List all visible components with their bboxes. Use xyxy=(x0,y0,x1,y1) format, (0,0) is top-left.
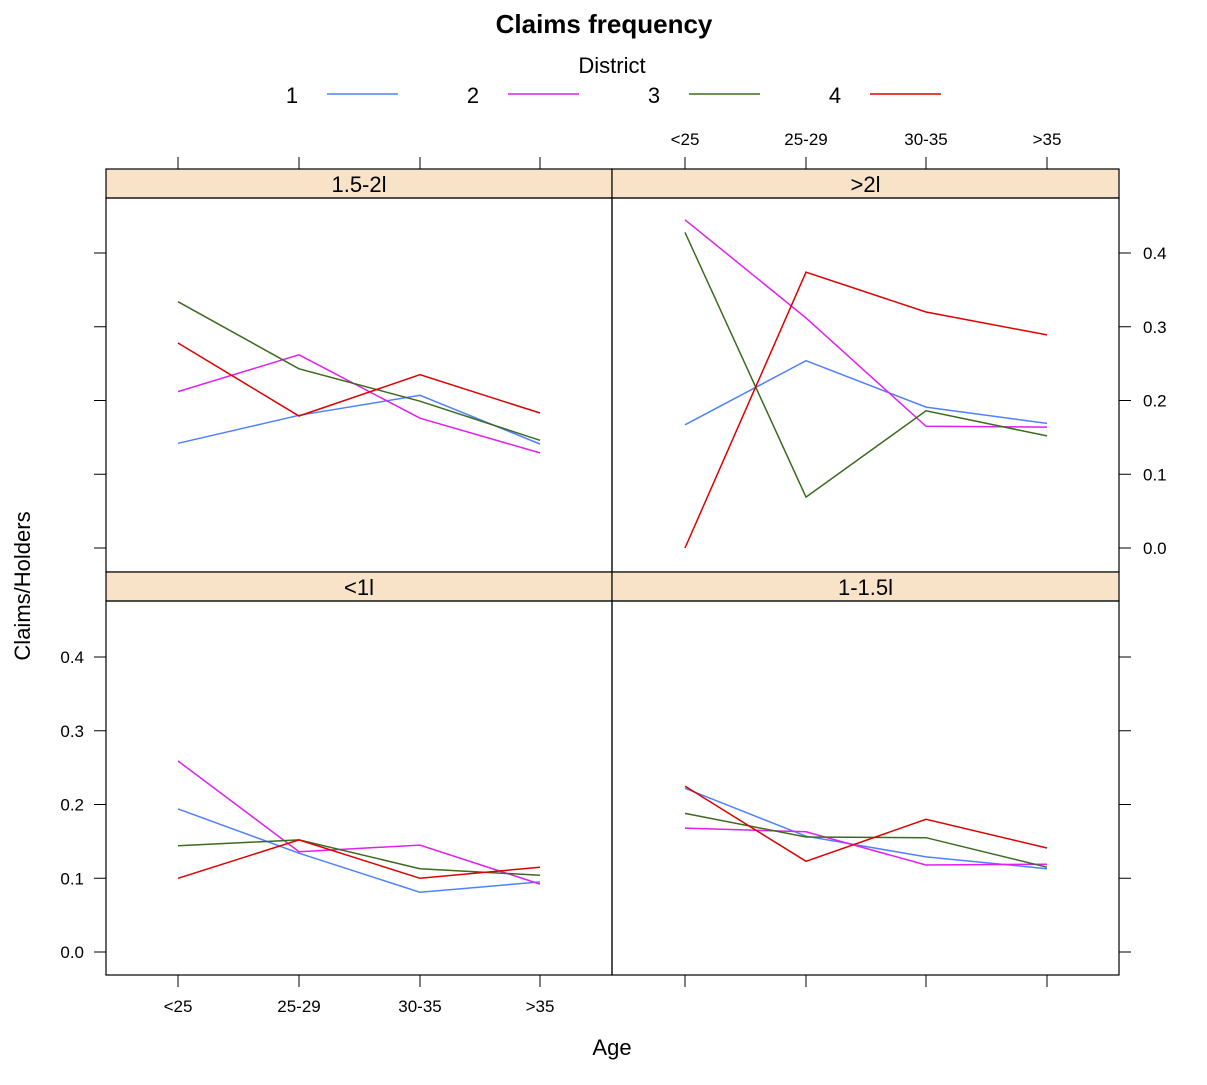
x-tick-label: 25-29 xyxy=(784,130,827,149)
series-line-district-2 xyxy=(684,219,1048,428)
y-tick-label: 0.0 xyxy=(60,943,84,962)
x-tick-label: 30-35 xyxy=(904,130,947,149)
panel-1-1.5l: 1-1.5l xyxy=(611,571,1131,987)
y-tick-label: 0.4 xyxy=(1143,244,1167,263)
series-line-district-1 xyxy=(177,808,541,894)
panels: 1.5-2l >2l <25 25-29 30-35 >35 0.0 0.1 0.2 0.3 0.4… xyxy=(60,130,1166,1016)
series-line-district-1 xyxy=(177,394,541,445)
series-line-district-2 xyxy=(177,353,541,454)
panel-strip-label: 1-1.5l xyxy=(838,575,893,600)
panel-strip-label: 1.5-2l xyxy=(331,172,386,197)
chart-title: Claims frequency xyxy=(496,9,713,39)
panel-frame xyxy=(611,600,1120,976)
panel-strip-label: >2l xyxy=(851,172,881,197)
x-tick-label: <25 xyxy=(164,997,193,1016)
legend-label-3: 3 xyxy=(648,83,660,108)
x-tick-label: >35 xyxy=(526,997,555,1016)
legend-title: District xyxy=(578,53,645,78)
series-line-district-4 xyxy=(684,785,1048,863)
panel-<1l: <1l <25 25-29 30-35 >35 0.0 0.1 0.2 0.3 0.4 xyxy=(60,571,613,1016)
series-line-district-4 xyxy=(177,839,541,880)
legend-label-1: 1 xyxy=(286,83,298,108)
series-line-district-2 xyxy=(177,760,541,885)
x-tick-label: 25-29 xyxy=(277,997,320,1016)
x-tick-label: 30-35 xyxy=(398,997,441,1016)
y-tick-label: 0.2 xyxy=(1143,392,1167,411)
panel-strip xyxy=(611,571,1120,602)
y-axis-label: Claims/Holders xyxy=(10,511,35,660)
series-line-district-4 xyxy=(177,342,541,417)
panel->2l: >2l <25 25-29 30-35 >35 0.0 0.1 0.2 0.3 0.4 xyxy=(611,130,1167,573)
panel-strip xyxy=(105,571,613,602)
legend: 1 2 3 4 xyxy=(286,83,941,108)
y-tick-label: 0.1 xyxy=(60,869,84,888)
panel-frame xyxy=(611,197,1120,573)
y-tick-label: 0.2 xyxy=(60,796,84,815)
x-axis-label: Age xyxy=(592,1035,631,1060)
series-line-district-4 xyxy=(684,271,1048,549)
x-tick-label: >35 xyxy=(1033,130,1062,149)
y-tick-label: 0.1 xyxy=(1143,465,1167,484)
y-tick-label: 0.3 xyxy=(1143,318,1167,337)
legend-label-2: 2 xyxy=(467,83,479,108)
panel-frame xyxy=(105,600,613,976)
panel-strip xyxy=(105,168,613,199)
y-tick-label: 0.0 xyxy=(1143,539,1167,558)
series-line-district-3 xyxy=(177,301,541,442)
y-tick-label: 0.4 xyxy=(60,648,84,667)
y-tick-label: 0.3 xyxy=(60,722,84,741)
legend-label-4: 4 xyxy=(829,83,841,108)
panel-strip-label: <1l xyxy=(344,575,374,600)
series-line-district-3 xyxy=(684,232,1048,499)
series-line-district-1 xyxy=(684,787,1048,870)
series-line-district-3 xyxy=(177,839,541,877)
series-line-district-2 xyxy=(684,827,1048,866)
x-tick-label: <25 xyxy=(671,130,700,149)
panel-1.5-2l: 1.5-2l xyxy=(94,157,613,573)
series-line-district-1 xyxy=(684,359,1048,426)
series-line-district-3 xyxy=(684,812,1048,868)
